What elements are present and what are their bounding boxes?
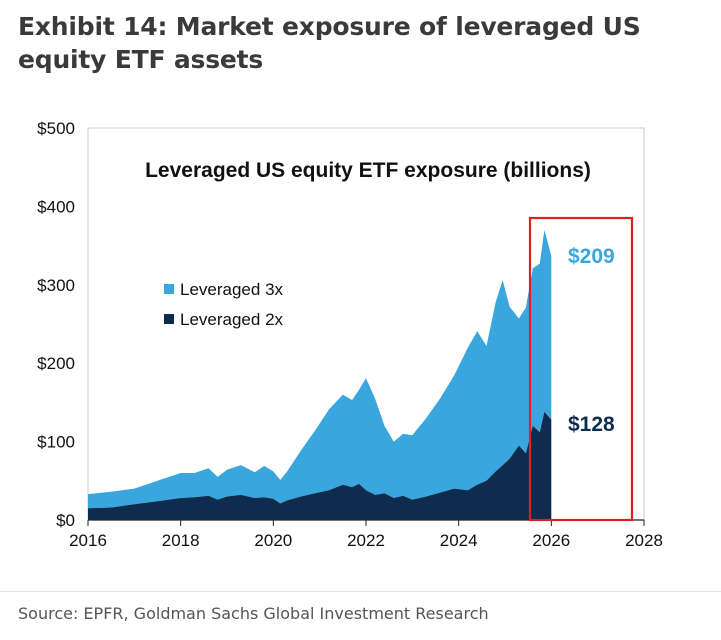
y-tick-label: $300: [37, 276, 75, 295]
y-tick-label: $0: [56, 511, 75, 530]
x-tick-label: 2024: [440, 531, 478, 550]
highlight-box: [528, 216, 634, 522]
annotation-3x-value: $209: [568, 245, 615, 268]
y-tick-label: $100: [37, 433, 75, 452]
y-tick-label: $200: [37, 354, 75, 373]
exhibit-title: Exhibit 14: Market exposure of leveraged…: [18, 12, 641, 74]
source-note: Source: EPFR, Goldman Sachs Global Inves…: [18, 604, 489, 623]
series-area-leveraged-2x: [88, 411, 552, 520]
y-axis: $0 $100 $200 $300 $400 $500: [37, 119, 75, 530]
x-tick-label: 2020: [254, 531, 292, 550]
legend-label-2x: Leveraged 2x: [180, 310, 284, 329]
area-layer: [88, 229, 552, 520]
divider: [0, 591, 721, 592]
y-tick-label: $400: [37, 197, 75, 216]
legend-swatch-2x: [164, 314, 174, 324]
x-tick-label: 2022: [347, 531, 385, 550]
series-area-leveraged-3x: [88, 229, 552, 509]
x-tick-label: 2016: [69, 531, 107, 550]
annotation-2x-value: $128: [568, 413, 615, 436]
x-axis: 2016 2018 2020 2022 2024 2026 2028: [69, 520, 663, 550]
x-tick-label: 2028: [625, 531, 663, 550]
chart-title: Leveraged US equity ETF exposure (billio…: [145, 159, 591, 182]
legend-swatch-3x: [164, 284, 174, 294]
x-tick-label: 2018: [162, 531, 200, 550]
legend-label-3x: Leveraged 3x: [180, 280, 284, 299]
y-tick-label: $500: [37, 119, 75, 138]
x-tick-label: 2026: [532, 531, 570, 550]
